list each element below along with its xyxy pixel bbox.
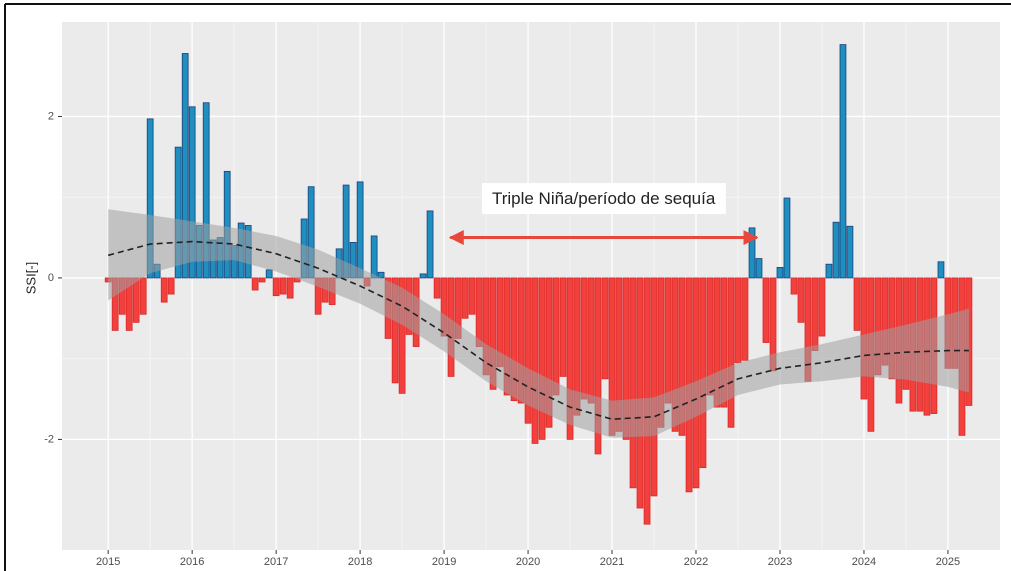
bar (755, 258, 763, 279)
bar (538, 277, 546, 440)
bar (601, 277, 609, 380)
bar (720, 277, 728, 408)
bar (468, 277, 476, 315)
annotation-box (481, 183, 726, 215)
bar (370, 235, 378, 279)
bar (832, 221, 840, 279)
bar (839, 44, 847, 279)
bar (433, 277, 441, 299)
bar (475, 277, 483, 347)
bar (391, 277, 399, 384)
y-tick-label: 2 (48, 110, 54, 122)
bar (783, 197, 791, 279)
y-tick-label: -2 (44, 433, 54, 445)
bar (699, 277, 707, 469)
bar (265, 269, 273, 279)
bar (181, 53, 189, 279)
bar (489, 277, 497, 390)
bar (636, 277, 644, 509)
bar (552, 277, 560, 396)
bar (524, 277, 532, 424)
bar (664, 277, 672, 404)
bar (167, 277, 175, 295)
trend-line (107, 240, 969, 421)
bar (356, 181, 364, 279)
bar (531, 277, 539, 444)
bar (853, 277, 861, 331)
bar (461, 277, 469, 319)
bar (846, 225, 854, 279)
bar (146, 118, 154, 279)
bar (139, 277, 147, 315)
bar (762, 277, 770, 343)
bar (650, 277, 658, 497)
bar (811, 277, 819, 351)
x-tick-label: 2019 (432, 556, 456, 568)
bar (517, 277, 525, 404)
bar (797, 277, 805, 323)
bar (727, 277, 735, 428)
bar (202, 102, 210, 279)
bar (741, 277, 749, 361)
x-tick-label: 2025 (936, 556, 960, 568)
bar (587, 277, 595, 404)
bar (223, 170, 231, 279)
x-tick-label: 2023 (768, 556, 792, 568)
x-tick-label: 2024 (852, 556, 876, 568)
bar (559, 277, 567, 377)
bar (510, 277, 518, 402)
y-tick-label: 0 (48, 272, 54, 284)
bar (776, 267, 784, 279)
annotation-text: Triple Niña/período de sequía (492, 189, 716, 208)
bar (188, 106, 196, 279)
bar (713, 277, 721, 408)
bar (160, 277, 168, 303)
x-tick-label: 2016 (180, 556, 204, 568)
bar (678, 277, 686, 436)
bar (790, 277, 798, 295)
bar (748, 227, 756, 279)
bar (503, 277, 511, 396)
bar (279, 277, 287, 295)
confidence-band (108, 209, 969, 438)
x-tick-label: 2017 (264, 556, 288, 568)
bar (174, 146, 182, 279)
x-tick-label: 2015 (96, 556, 120, 568)
bar (580, 277, 588, 400)
bar (622, 277, 630, 440)
x-tick-label: 2021 (600, 556, 624, 568)
bar (594, 277, 602, 455)
bar (286, 277, 294, 299)
bar (251, 277, 259, 291)
x-tick-label: 2020 (516, 556, 540, 568)
bar (545, 277, 553, 428)
bar (566, 277, 574, 440)
bar (398, 277, 406, 394)
bar (818, 277, 826, 337)
x-tick-label: 2018 (348, 556, 372, 568)
bar (671, 277, 679, 432)
bar (258, 277, 266, 283)
x-tick-label: 2022 (684, 556, 708, 568)
bar (419, 273, 427, 279)
bar (272, 277, 280, 297)
bar (734, 277, 742, 364)
bar (825, 263, 833, 279)
y-axis-label: SSI[-] (23, 262, 38, 295)
bar (629, 277, 637, 489)
bar (937, 261, 945, 279)
bar (426, 210, 434, 279)
bar (132, 277, 140, 323)
